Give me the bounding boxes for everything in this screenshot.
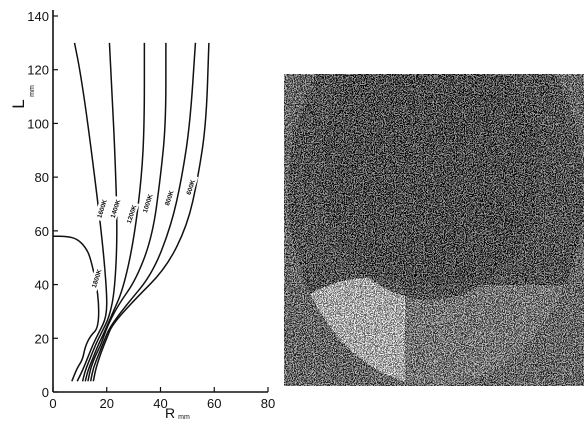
isotherm-label: 1400K [110,198,123,219]
isotherm-label: 600K [186,179,198,196]
isotherm-label-bg [182,174,199,200]
y-axis-unit: mm [29,85,36,97]
x-tick-label: 80 [261,396,275,411]
y-tick-label: 60 [35,224,49,239]
x-tick-label: 0 [49,396,56,411]
isotherm-label-bg [93,195,110,222]
isotherm-line-1600k [73,42,108,382]
x-tick-label: 20 [100,396,114,411]
x-axis-label: R [165,405,175,421]
isotherm-label-bg [160,185,177,211]
y-tick-label: 120 [27,63,49,78]
y-tick-label: 140 [27,9,49,24]
x-axis-unit: mm [178,414,190,421]
isotherm-line-600k [92,42,210,382]
y-tick-label: 100 [27,116,49,131]
photograph [284,74,584,386]
x-tick-label: 40 [153,396,167,411]
chart-axes [52,10,268,393]
isotherm-line-800k [89,42,197,382]
isotherm-label: 1000K [142,193,155,214]
y-tick-label: 20 [35,331,49,346]
isotherm-label-bg [139,190,156,217]
y-axis-label: L mm [9,85,36,109]
isotherm-label: 800K [164,189,176,206]
y-tick-label: 0 [42,385,49,400]
isotherm-line-1400k [81,42,118,382]
isotherm-line-1000k [87,42,167,382]
y-axis-label-text: L [9,99,28,108]
photo-grain [284,74,584,386]
y-tick-label: 80 [35,170,49,185]
isotherm-line-1800k [53,235,100,382]
isotherm-label-bg [88,265,105,292]
y-tick-label: 40 [35,278,49,293]
x-tick-label: 60 [207,396,221,411]
isotherm-label-bg [107,195,124,222]
isotherm-label-bg [123,201,140,227]
